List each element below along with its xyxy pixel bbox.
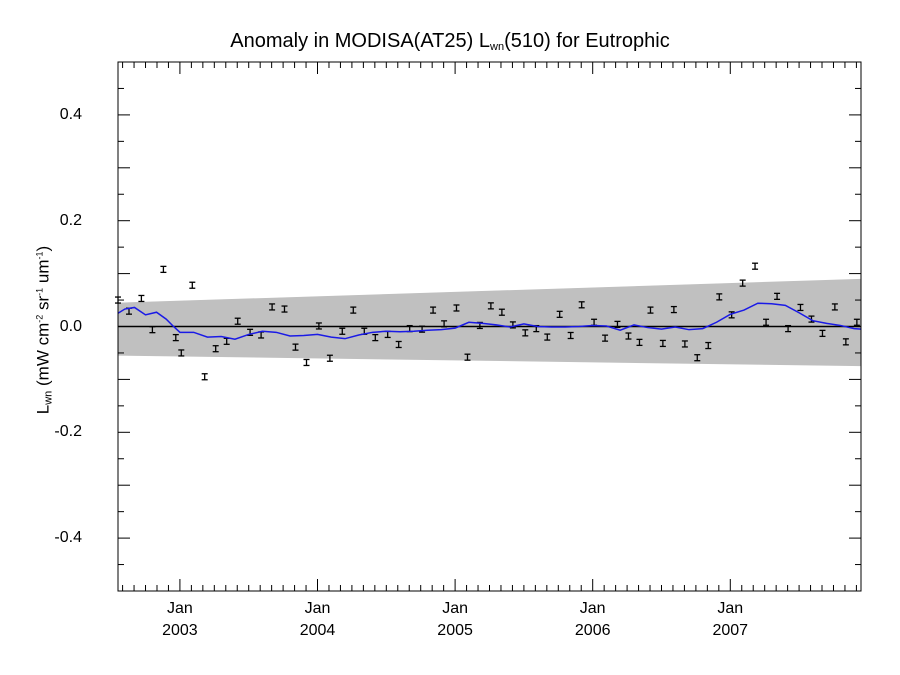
x-tick-month: Jan	[304, 600, 331, 617]
data-point	[842, 338, 849, 346]
data-point	[178, 349, 185, 357]
data-point	[774, 292, 781, 300]
data-point	[303, 358, 310, 367]
data-point	[716, 293, 723, 301]
y-tick-label: -0.2	[54, 423, 82, 441]
y-label-quantity: L	[33, 404, 53, 415]
data-point	[853, 318, 860, 326]
x-tick-year: 2003	[162, 622, 198, 639]
title-suffix: (510) for Eutrophic	[504, 30, 670, 52]
data-point	[441, 320, 448, 328]
data-point	[785, 324, 792, 333]
data-point	[752, 262, 759, 270]
x-tick-year: 2007	[712, 622, 749, 639]
x-tick-label: Jan 2004	[278, 598, 358, 642]
data-point	[160, 265, 167, 274]
data-point	[201, 373, 208, 381]
x-tick-label: Jan 2005	[415, 598, 495, 642]
chart-title: Anomaly in MODISA(AT25) Lwn(510) for Eut…	[0, 30, 900, 53]
data-point	[763, 318, 770, 326]
data-point	[189, 281, 196, 289]
x-tick-year: 2006	[574, 622, 611, 639]
data-point	[694, 354, 701, 362]
data-point	[350, 306, 357, 314]
data-point	[430, 306, 437, 314]
data-point	[498, 308, 505, 316]
data-point	[464, 353, 471, 361]
data-point	[659, 339, 666, 348]
x-tick-year: 2005	[437, 622, 473, 639]
data-point	[681, 340, 688, 348]
y-label-unit-3: um	[33, 259, 53, 288]
data-points	[115, 262, 860, 381]
title-subscript: wn	[490, 41, 505, 53]
data-point	[234, 317, 241, 325]
data-point	[544, 333, 551, 341]
plot-frame	[117, 61, 862, 592]
data-point	[315, 322, 322, 330]
data-point	[453, 304, 460, 312]
data-point	[819, 329, 826, 338]
data-point	[212, 345, 219, 353]
data-point	[138, 294, 145, 303]
y-label-unit-2: sr	[33, 295, 53, 315]
x-tick-label: Jan 2007	[690, 598, 770, 642]
title-main: Anomaly in MODISA(AT25) L	[230, 30, 490, 52]
y-tick-label: -0.4	[54, 529, 82, 547]
data-point	[556, 310, 563, 318]
data-point	[647, 306, 654, 314]
y-label-exp-3: -1	[34, 251, 45, 260]
data-point	[281, 305, 288, 313]
data-point	[292, 343, 299, 351]
data-point	[831, 303, 838, 311]
data-point	[614, 320, 621, 329]
uncertainty-band	[118, 278, 861, 367]
y-tick-label: 0.2	[59, 211, 82, 229]
data-point	[670, 305, 677, 314]
data-point	[705, 341, 712, 350]
data-point	[487, 302, 494, 310]
data-point	[728, 311, 735, 319]
y-label-subscript: wn	[42, 390, 55, 405]
y-label-exp-1: -2	[34, 314, 45, 323]
y-axis-label: Lwn (mW cm-2 sr-1 um-1)	[34, 246, 55, 414]
y-label-close: )	[33, 245, 53, 252]
y-label-exp-2: -1	[34, 287, 45, 296]
data-point	[636, 338, 643, 347]
x-tick-month: Jan	[579, 600, 606, 617]
data-point	[172, 333, 179, 342]
data-point	[372, 333, 379, 342]
x-tick-label: Jan 2006	[553, 598, 633, 642]
x-tick-month: Jan	[717, 600, 744, 617]
y-tick-label: 0.4	[59, 105, 82, 123]
x-tick-label: Jan 2003	[140, 598, 220, 642]
x-tick-month: Jan	[167, 600, 193, 617]
axis-ticks	[118, 61, 861, 592]
data-point	[522, 329, 529, 337]
y-label-unit-1: (mW cm	[33, 322, 53, 391]
data-point	[395, 340, 402, 349]
data-point	[326, 354, 333, 362]
data-point	[797, 303, 804, 312]
band-area	[118, 278, 861, 367]
data-point	[339, 327, 346, 335]
data-point	[149, 326, 156, 334]
x-tick-year: 2004	[299, 622, 336, 639]
data-point	[602, 334, 609, 342]
data-point	[739, 279, 746, 287]
x-tick-month: Jan	[442, 600, 468, 617]
y-tick-label: 0.0	[59, 317, 82, 335]
data-point	[269, 303, 276, 311]
data-point	[625, 332, 632, 340]
smoothed-series-line	[117, 302, 862, 340]
data-point	[578, 301, 585, 309]
data-point	[567, 331, 574, 340]
